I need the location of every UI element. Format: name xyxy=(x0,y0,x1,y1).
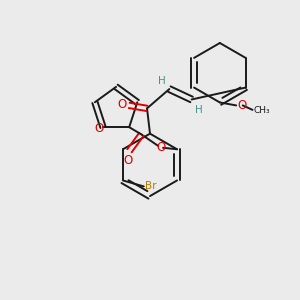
Text: O: O xyxy=(117,98,126,111)
Text: H: H xyxy=(158,76,166,85)
Text: O: O xyxy=(95,122,104,135)
Text: Br: Br xyxy=(145,182,157,191)
Text: CH₃: CH₃ xyxy=(253,106,270,115)
Text: O: O xyxy=(123,154,133,167)
Text: O: O xyxy=(156,141,165,154)
Text: O: O xyxy=(237,99,247,112)
Text: H: H xyxy=(195,105,202,115)
